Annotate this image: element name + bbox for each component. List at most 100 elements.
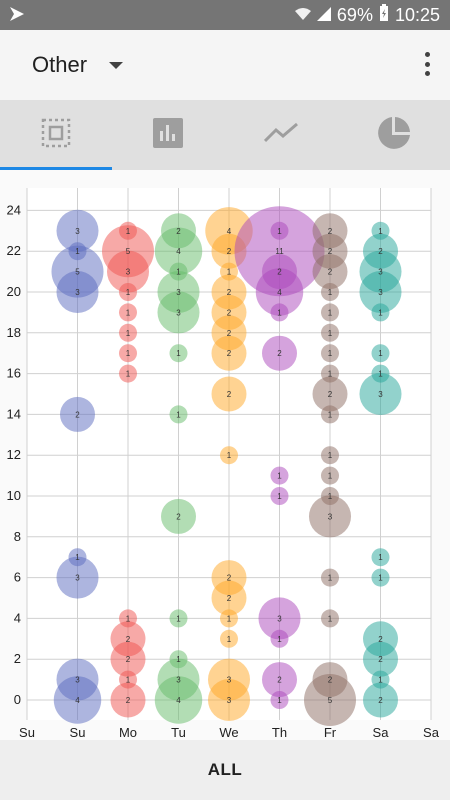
bubble [211, 580, 247, 616]
y-tick-label: 14 [7, 406, 21, 421]
bubble [220, 629, 238, 648]
bottom-bar: ALL [0, 740, 450, 800]
bubble [119, 303, 137, 322]
bubble-label: 2 [328, 227, 333, 236]
bubble-label: 2 [328, 390, 333, 399]
bubble [154, 227, 203, 275]
bubble [161, 498, 196, 534]
bubble-label: 2 [277, 676, 282, 685]
bubble-label: 1 [126, 370, 131, 379]
bubble [312, 254, 348, 290]
y-tick-label: 10 [7, 488, 21, 503]
tab-pie-chart[interactable] [338, 100, 450, 170]
bubble [321, 303, 339, 322]
bubble-label: 4 [277, 288, 282, 297]
bubble-label: 2 [227, 574, 232, 583]
tab-line-chart[interactable] [225, 100, 337, 170]
bubble-label: 4 [227, 227, 232, 236]
bubble [220, 446, 238, 465]
y-tick-label: 18 [7, 325, 21, 340]
bubble-label: 2 [227, 288, 232, 297]
bubble [359, 372, 402, 416]
y-tick-label: 16 [7, 366, 21, 381]
bubble-label: 2 [378, 696, 383, 705]
bubble-label: 1 [378, 574, 383, 583]
pie-chart-icon [377, 116, 411, 155]
bubble-label: 2 [277, 268, 282, 277]
bubble [270, 629, 289, 648]
category-dropdown[interactable]: Other [32, 52, 124, 78]
bubble-label: 1 [378, 349, 383, 358]
bubble-label: 2 [378, 655, 383, 664]
bubble-label: 3 [176, 288, 181, 297]
battery-icon [379, 4, 389, 27]
bubble-label: 5 [75, 268, 80, 277]
bubble [258, 597, 301, 640]
bubble-label: 1 [277, 227, 282, 236]
bubble [60, 396, 95, 432]
x-tick-label: Fr [324, 725, 337, 740]
bubble-label: 1 [126, 676, 131, 685]
bubble-label: 2 [227, 594, 232, 603]
bubble-label: 2 [328, 268, 333, 277]
bubble [53, 676, 102, 724]
tab-selection[interactable] [0, 100, 112, 170]
bubble-label: 3 [75, 574, 80, 583]
bubble [255, 268, 304, 316]
bubble-label: 2 [227, 308, 232, 317]
bubble-label: 2 [126, 696, 131, 705]
bubble [119, 364, 137, 383]
bubble-label: 1 [328, 349, 333, 358]
bubble [211, 376, 247, 412]
bubble-label: 1 [378, 370, 383, 379]
tab-bar-chart[interactable] [112, 100, 224, 170]
x-tick-label: Th [272, 725, 287, 740]
bubble-label: 2 [227, 349, 232, 358]
bubble [371, 303, 390, 322]
bubble-label: 2 [328, 247, 333, 256]
bubble [321, 344, 339, 363]
bubble-label: 1 [227, 614, 232, 623]
bubble-label: 1 [328, 329, 333, 338]
bubble [363, 682, 398, 718]
bubble-label: 2 [378, 247, 383, 256]
bubble-label: 1 [227, 451, 232, 460]
bubble [110, 641, 146, 677]
bubble [56, 209, 99, 252]
bubble-label: 2 [176, 227, 181, 236]
bubble [169, 344, 188, 363]
x-tick-label: Sa [423, 725, 440, 740]
bubble-label: 1 [378, 227, 383, 236]
bubble-label: 1 [328, 492, 333, 501]
bubble [169, 609, 188, 628]
bubble [106, 250, 150, 293]
all-button[interactable]: ALL [207, 760, 243, 779]
bubble-label: 5 [126, 247, 131, 256]
bubble-label: 3 [176, 676, 181, 685]
bubble-label: 1 [126, 288, 131, 297]
overflow-menu-icon[interactable] [422, 52, 432, 76]
bubble [270, 303, 289, 322]
x-tick-label: Su [70, 725, 86, 740]
bubble-label: 2 [277, 349, 282, 358]
status-bar: 69% 10:25 [0, 0, 450, 30]
bubble [270, 487, 289, 505]
bar-chart-icon [153, 117, 183, 153]
chart-type-tabs [0, 100, 450, 170]
bubble-label: 1 [328, 472, 333, 481]
x-tick-label: Sa [373, 725, 390, 740]
bubble-label: 2 [126, 635, 131, 644]
bubble [321, 609, 339, 628]
bubble [321, 446, 339, 465]
bubble-label: 1 [328, 574, 333, 583]
bubble [371, 568, 390, 587]
x-tick-label: Su [19, 725, 35, 740]
app-bar: Other [0, 30, 450, 100]
chart-area: 0 2 4 6 8 10 12 14 16 18 20 22 24 Su Su Mo Tu We Th Fr Sa Sa 3… [0, 170, 450, 740]
bubble [304, 674, 356, 726]
bubble-label: 2 [176, 512, 181, 521]
bubble [169, 405, 188, 424]
bubble-label: 2 [328, 676, 333, 685]
bubble-label: 1 [328, 370, 333, 379]
